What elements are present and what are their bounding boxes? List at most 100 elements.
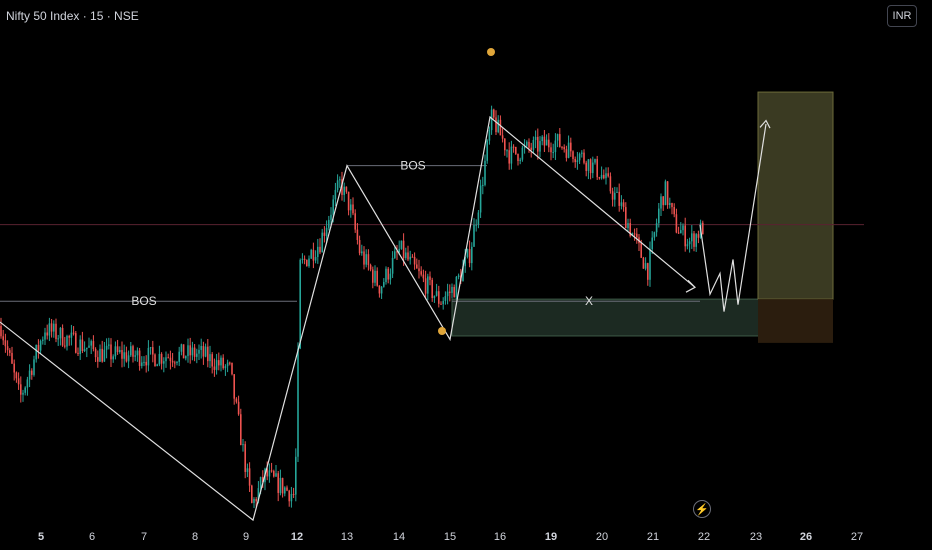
candle-body (374, 270, 376, 283)
candle-body (149, 347, 152, 349)
candle-body (61, 327, 64, 346)
annotation-label: BOS (400, 159, 425, 173)
candle-body (277, 473, 279, 493)
candle-body (26, 379, 29, 388)
candle-body (486, 140, 488, 161)
x-tick-label: 16 (494, 531, 506, 543)
candle-body (387, 268, 389, 280)
candle-body (255, 499, 257, 502)
candle-body (323, 232, 326, 236)
candle-body (92, 341, 95, 350)
candle-body (625, 207, 627, 229)
candle-body (433, 295, 436, 299)
candle-body (86, 347, 88, 350)
candle-body (48, 323, 51, 336)
target-zone (757, 91, 834, 300)
candle-body (328, 219, 330, 228)
candle-body (147, 348, 150, 366)
candle-body (543, 136, 546, 146)
candle-body (174, 362, 176, 364)
candle-body (319, 246, 321, 253)
candle-body (301, 258, 304, 260)
candle-body (455, 276, 458, 298)
candle-body (570, 142, 572, 152)
candle-body (653, 232, 656, 238)
candle-body (581, 152, 583, 154)
candle-body (303, 258, 306, 260)
candle-body (224, 366, 227, 369)
candle-body (664, 181, 667, 206)
candle-body (596, 159, 598, 178)
candle-body (119, 350, 121, 353)
candle-body (576, 160, 579, 163)
currency-button[interactable]: INR (887, 5, 917, 27)
candle-body (53, 323, 55, 332)
candle-body (697, 234, 700, 238)
candle-body (512, 146, 515, 148)
candle-body (262, 477, 264, 483)
candle-body (242, 444, 244, 446)
candle-body (187, 345, 189, 357)
candle-body (105, 345, 108, 350)
candle-body (539, 141, 541, 152)
candle-body (620, 202, 623, 206)
candle-body (565, 149, 568, 158)
candle-body (578, 153, 581, 161)
candle-body (110, 344, 112, 360)
candle-body (297, 348, 299, 457)
candle-body (330, 214, 332, 220)
candle-body (101, 348, 103, 362)
candle-body (585, 162, 587, 171)
candle-body (33, 359, 35, 375)
candle-body (361, 251, 363, 254)
candle-body (684, 225, 686, 247)
candle-body (220, 357, 222, 366)
candle-body (202, 346, 205, 357)
candle-body (169, 357, 172, 362)
candle-body (609, 176, 612, 192)
candle-body (429, 276, 431, 280)
candle-body (534, 136, 537, 140)
candle-body (198, 349, 200, 354)
candle-body (350, 204, 352, 211)
candle-body (143, 361, 145, 363)
candle-body (121, 350, 123, 359)
candle-body (6, 346, 9, 351)
candle-body (464, 256, 466, 267)
candle-body (163, 361, 165, 364)
candle-body (376, 270, 378, 286)
candle-body (468, 249, 471, 264)
candle-body (176, 361, 178, 363)
candle-body (688, 241, 691, 245)
candle-body (682, 225, 684, 231)
candle-body (394, 251, 396, 258)
candle-body (94, 349, 97, 358)
candle-body (314, 256, 317, 261)
x-tick-label: 8 (192, 531, 198, 543)
candle-body (589, 159, 592, 174)
candle-body (471, 246, 473, 264)
candle-body (347, 191, 350, 211)
candle-body (695, 234, 697, 247)
candle-body (160, 353, 163, 364)
x-tick-label: 12 (291, 531, 303, 543)
candle-body (332, 199, 334, 215)
candle-body (50, 323, 53, 332)
candle-body (237, 401, 240, 415)
candle-body (103, 349, 106, 362)
candle-body (299, 259, 301, 349)
candle-body (405, 252, 407, 259)
candle-body (152, 347, 154, 355)
candle-body (444, 296, 447, 301)
candle-body (442, 300, 444, 305)
candle-body (640, 243, 642, 258)
candle-body (438, 291, 440, 304)
candle-body (537, 136, 539, 152)
lightning-icon[interactable]: ⚡ (693, 500, 711, 518)
candle-body (306, 259, 308, 267)
candle-body (352, 204, 354, 214)
candle-body (611, 191, 614, 200)
candle-body (75, 333, 77, 353)
candle-body (270, 470, 273, 472)
